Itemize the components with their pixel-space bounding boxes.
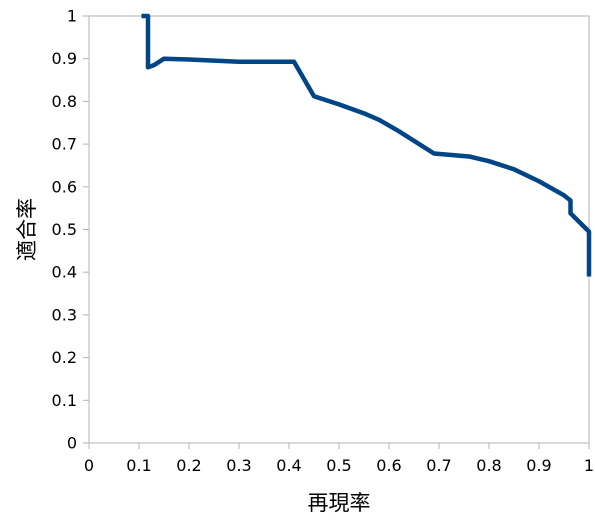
series-line <box>141 13 592 277</box>
y-tick-label: 0.1 <box>52 391 77 410</box>
y-axis-title: 適合率 <box>15 198 39 261</box>
x-tick-label: 0.9 <box>526 456 551 475</box>
x-tick-label: 0 <box>84 456 94 475</box>
axes <box>83 15 590 449</box>
x-tick-label: 1 <box>584 456 594 475</box>
x-tick-label: 0.2 <box>176 456 201 475</box>
y-tick-label: 0.6 <box>52 177 77 196</box>
y-tick-label: 0.8 <box>52 92 77 111</box>
series <box>141 13 592 277</box>
y-tick-label: 0.4 <box>52 263 77 282</box>
x-tick-label: 0.8 <box>476 456 501 475</box>
x-tick-label: 0.6 <box>376 456 401 475</box>
y-tick-label: 0.7 <box>52 135 77 154</box>
y-tick-label: 0 <box>67 434 77 453</box>
x-tick-label: 0.4 <box>276 456 301 475</box>
y-tick-label: 1 <box>67 7 77 26</box>
y-tick-label: 0.9 <box>52 49 77 68</box>
x-tick-label: 0.1 <box>126 456 151 475</box>
y-tick-label: 0.5 <box>52 220 77 239</box>
y-tick-label: 0.3 <box>52 305 77 324</box>
tick-labels: 0 0.1 0.2 0.3 0.4 0.5 0.6 0.7 0.8 0.9 1 0 0.1 0.2 0.3 0… <box>52 7 595 476</box>
y-tick-label: 0.2 <box>52 348 77 367</box>
x-tick-label: 0.7 <box>426 456 451 475</box>
x-tick-label: 0.3 <box>226 456 251 475</box>
x-tick-label: 0.5 <box>326 456 351 475</box>
x-axis-title: 再現率 <box>308 491 371 515</box>
